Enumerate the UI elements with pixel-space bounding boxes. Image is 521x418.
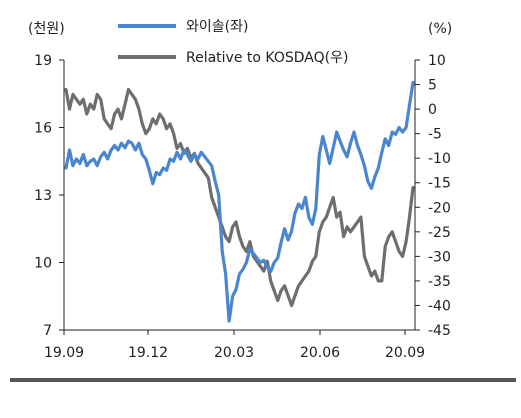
left-tick-label: 13 <box>34 188 52 204</box>
right-tick-label: -20 <box>428 200 451 216</box>
right-tick-label: -35 <box>428 274 451 290</box>
legend: 와이솔(좌) Relative to KOSDAQ(우) <box>118 19 348 66</box>
right-tick-label: -25 <box>428 225 451 241</box>
right-tick-label: -30 <box>428 249 451 265</box>
legend-label-series-1: 와이솔(좌) <box>186 19 248 35</box>
legend-label-series-2: Relative to KOSDAQ(우) <box>186 50 348 66</box>
plot-area <box>64 80 415 323</box>
left-tick-label: 16 <box>34 121 52 137</box>
x-tick-label: 20.06 <box>300 345 340 361</box>
axes: 19 16 13 10 7 10 5 0 -5 -10 -15 -20 -25 -30 -35 -40 -45 1… <box>34 53 451 361</box>
x-tick-label: 20.09 <box>385 345 425 361</box>
x-tick-label: 19.12 <box>128 345 168 361</box>
right-tick-label: 0 <box>428 102 437 118</box>
right-tick-label: -10 <box>428 151 451 167</box>
right-tick-label: 5 <box>428 78 437 94</box>
footer-rule <box>10 378 516 382</box>
left-tick-label: 19 <box>34 53 52 69</box>
x-tick-label: 20.03 <box>214 345 254 361</box>
right-tick-label: -45 <box>428 323 451 339</box>
series-line-wysol <box>64 80 415 323</box>
right-tick-label: -40 <box>428 298 451 314</box>
right-tick-label: -5 <box>428 127 442 143</box>
series-line-relative-kosdaq <box>64 87 415 308</box>
right-tick-label: -15 <box>428 176 451 192</box>
left-axis-unit: (천원) <box>28 21 65 37</box>
right-tick-label: 10 <box>428 53 446 69</box>
left-tick-label: 7 <box>43 323 52 339</box>
right-axis-unit: (%) <box>428 21 452 37</box>
left-tick-label: 10 <box>34 256 52 272</box>
x-tick-label: 19.09 <box>44 345 84 361</box>
